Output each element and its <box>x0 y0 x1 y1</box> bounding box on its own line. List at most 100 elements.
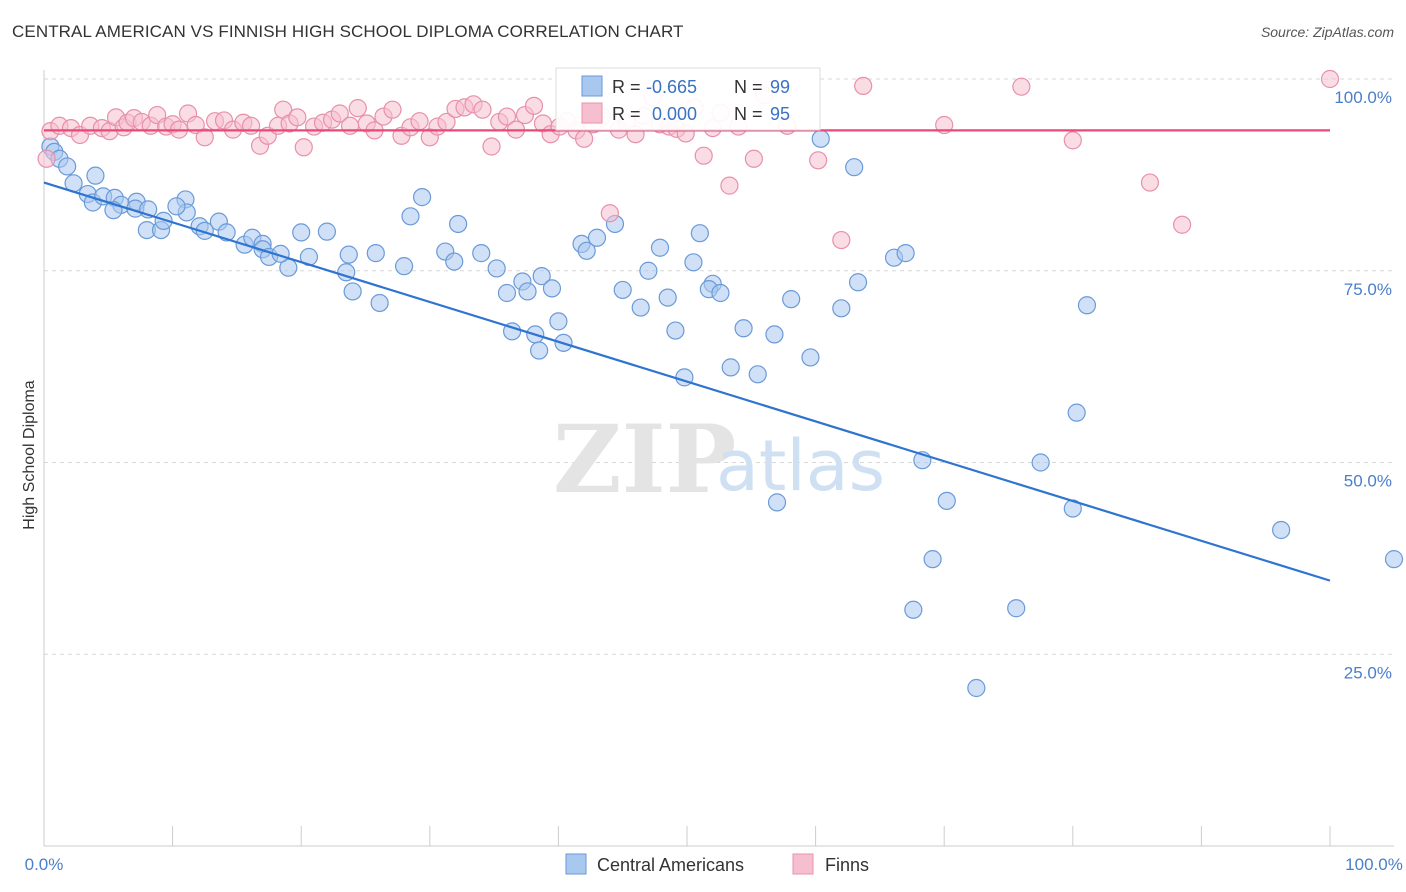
data-point <box>765 325 784 344</box>
data-point <box>782 290 801 309</box>
legend-label-central-americans[interactable]: Central Americans <box>597 855 744 875</box>
data-point <box>1384 550 1404 569</box>
stats-swatch-pink <box>581 102 603 124</box>
data-point <box>809 151 828 170</box>
data-point <box>613 280 632 300</box>
data-point <box>448 214 468 234</box>
legend: Central Americans Finns <box>565 853 869 875</box>
data-point <box>487 259 506 278</box>
data-point <box>937 491 956 510</box>
stats-r-label-blue: R = <box>612 77 641 97</box>
data-point <box>241 116 261 135</box>
data-point <box>600 204 619 223</box>
data-point <box>532 267 551 286</box>
data-point <box>575 129 594 148</box>
data-point <box>549 312 568 331</box>
stats-box: R = -0.665 N = 99 R = 0.000 N = 95 <box>555 67 821 131</box>
watermark-atlas: atlas <box>716 425 885 507</box>
x-tick-label-max: 100.0% <box>1345 855 1403 874</box>
data-point <box>1031 453 1050 472</box>
data-point <box>1272 520 1291 540</box>
y-tick-label: 75.0% <box>1344 280 1392 299</box>
watermark-zip: ZIP <box>553 405 736 515</box>
data-point <box>694 146 713 165</box>
data-point <box>473 100 492 119</box>
data-point <box>292 223 311 242</box>
data-point <box>1077 296 1097 315</box>
data-point <box>472 244 491 263</box>
data-point <box>530 341 549 360</box>
data-point <box>383 100 402 119</box>
data-point <box>167 197 186 216</box>
data-point <box>348 99 367 118</box>
data-point <box>186 115 205 135</box>
y-tick-label: 50.0% <box>1344 472 1392 491</box>
data-point <box>1063 131 1082 150</box>
data-point <box>721 358 740 377</box>
data-point <box>811 129 830 148</box>
data-point <box>497 107 517 126</box>
chart-source: Source: ZipAtlas.com <box>1260 24 1394 40</box>
data-point <box>650 238 670 257</box>
series-finns <box>37 69 1340 250</box>
y-axis-title: High School Diploma <box>21 380 38 530</box>
stats-r-value-blue: -0.665 <box>646 77 697 97</box>
legend-label-finns[interactable]: Finns <box>825 855 869 875</box>
data-point <box>394 257 414 276</box>
data-point <box>639 261 658 280</box>
data-point <box>317 222 337 241</box>
legend-swatch-central-americans[interactable] <box>565 853 587 875</box>
data-point <box>734 319 753 338</box>
data-point <box>1140 173 1160 192</box>
data-point <box>1067 403 1086 422</box>
data-point <box>294 138 313 157</box>
trend-line-central-americans <box>43 181 1331 582</box>
data-point <box>577 241 596 260</box>
data-point <box>587 228 607 247</box>
data-point <box>748 365 767 384</box>
data-point <box>967 678 986 698</box>
data-point <box>684 253 703 272</box>
data-point <box>1007 599 1026 618</box>
data-point <box>848 273 868 292</box>
data-point <box>854 76 873 96</box>
data-point <box>401 207 420 226</box>
data-point <box>1173 215 1192 234</box>
data-point <box>631 298 650 317</box>
y-tick-label: 25.0% <box>1344 663 1392 682</box>
data-point <box>366 244 385 263</box>
data-point <box>720 176 739 195</box>
data-point <box>370 293 389 313</box>
data-point <box>412 188 432 207</box>
data-point <box>330 104 349 123</box>
x-axis-ticks <box>43 826 1331 846</box>
legend-swatch-finns[interactable] <box>792 853 814 875</box>
data-point <box>288 108 307 127</box>
data-point <box>339 245 358 264</box>
data-point <box>37 149 56 168</box>
data-point <box>658 288 677 307</box>
data-point <box>482 137 501 156</box>
data-point <box>935 115 954 135</box>
data-point <box>518 282 537 301</box>
y-tick-labels: 100.0% 75.0% 50.0% 25.0% <box>1334 88 1392 682</box>
data-point <box>666 321 685 340</box>
data-point <box>524 96 544 115</box>
data-point <box>195 128 214 147</box>
data-point <box>58 157 77 176</box>
data-point <box>744 149 763 168</box>
data-point <box>767 493 787 512</box>
data-point <box>904 600 923 619</box>
data-point <box>343 282 362 301</box>
stats-swatch-blue <box>581 75 603 97</box>
x-tick-label-min: 0.0% <box>25 855 64 874</box>
data-point <box>801 348 820 367</box>
stats-n-label-blue: N = <box>734 77 763 97</box>
data-point <box>1012 77 1031 96</box>
stats-n-label-pink: N = <box>734 104 763 124</box>
data-point <box>154 211 173 230</box>
chart-title: CENTRAL AMERICAN VS FINNISH HIGH SCHOOL … <box>12 22 684 41</box>
data-point <box>832 299 851 318</box>
stats-n-value-blue: 99 <box>770 77 790 97</box>
